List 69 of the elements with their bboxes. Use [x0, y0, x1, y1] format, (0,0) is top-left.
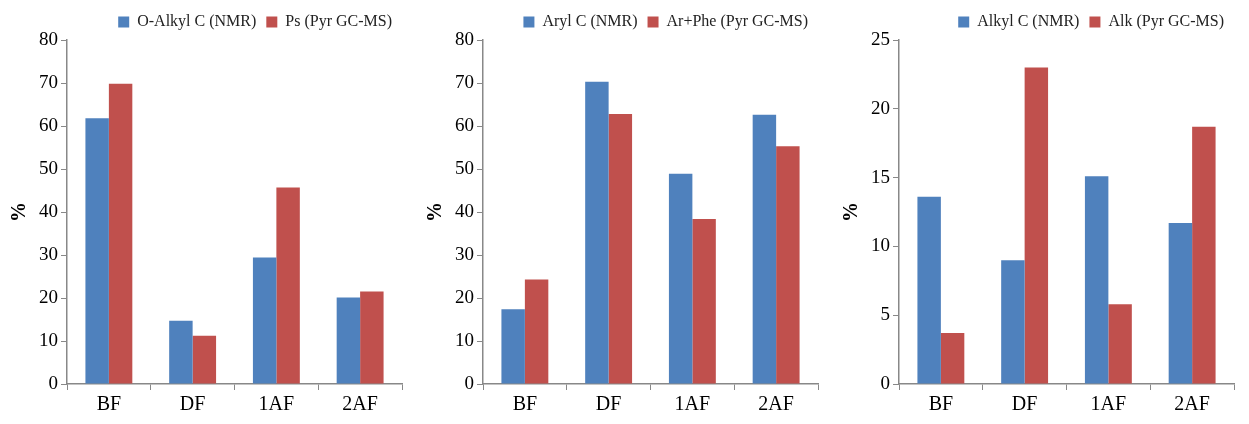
bar [276, 187, 300, 384]
bar [1108, 304, 1132, 384]
y-tick-label: 20 [871, 96, 890, 118]
x-tick-label: 1AF [674, 392, 711, 415]
bar [668, 173, 693, 384]
y-axis-title: % [7, 202, 30, 222]
y-tick-label: 20 [39, 285, 58, 307]
y-tick-label: 40 [455, 199, 474, 221]
y-tick-label: 10 [39, 328, 58, 350]
x-tick-label: 1AF [258, 392, 295, 415]
bar [1001, 260, 1025, 384]
bar [108, 83, 133, 384]
x-tick-label: 1AF [1090, 392, 1127, 415]
bar [917, 196, 941, 384]
y-tick-label: 60 [455, 113, 474, 135]
bar [585, 81, 609, 384]
y-tick-label: 80 [39, 27, 58, 49]
y-tick-label: 70 [39, 70, 58, 92]
bar [1024, 67, 1049, 384]
y-tick-label: 20 [455, 285, 474, 307]
y-tick-label: 10 [455, 328, 474, 350]
x-tick-label: BF [512, 392, 538, 415]
x-tick-label: DF [179, 392, 206, 415]
y-axis-title: % [839, 202, 862, 222]
bar [501, 309, 525, 384]
bar [692, 218, 716, 384]
legend-label: Alk (Pyr GC-MS) [1108, 12, 1224, 31]
legend-label: Aryl C (NMR) [542, 12, 638, 31]
x-tick-label: BF [96, 392, 122, 415]
bar [1168, 223, 1193, 384]
y-tick-label: 30 [455, 242, 474, 264]
y-tick-label: 60 [39, 113, 58, 135]
bar [1192, 126, 1216, 384]
bar [1084, 176, 1109, 384]
bar [608, 113, 633, 384]
x-tick-label: DF [595, 392, 622, 415]
x-tick-label: 2AF [342, 392, 378, 415]
legend-label: Ps (Pyr GC-MS) [285, 12, 392, 31]
bar [360, 291, 384, 384]
legend-label: Alkyl C (NMR) [977, 12, 1080, 31]
y-tick-label: 40 [39, 199, 58, 221]
legend-label: O-Alkyl C (NMR) [137, 12, 257, 31]
bar [252, 257, 277, 384]
y-axis-title: % [423, 202, 446, 222]
bar [524, 279, 549, 384]
bar [336, 297, 361, 384]
bar [940, 333, 965, 384]
y-tick-label: 25 [871, 27, 890, 49]
bar [85, 118, 109, 384]
y-tick-label: 50 [455, 156, 474, 178]
y-tick-label: 50 [39, 156, 58, 178]
y-tick-label: 0 [48, 371, 58, 393]
x-tick-label: 2AF [1174, 392, 1210, 415]
y-tick-label: 0 [464, 371, 474, 393]
y-tick-label: 15 [871, 165, 890, 187]
x-tick-label: 2AF [758, 392, 794, 415]
bar [752, 114, 777, 384]
legend-label: Ar+Phe (Pyr GC-MS) [666, 12, 808, 31]
bar [169, 320, 193, 384]
bar [192, 335, 217, 384]
x-tick-label: DF [1011, 392, 1038, 415]
bar [776, 146, 800, 384]
y-tick-label: 5 [880, 303, 890, 325]
y-tick-label: 0 [880, 371, 890, 393]
x-tick-label: BF [928, 392, 954, 415]
y-tick-label: 80 [455, 27, 474, 49]
y-tick-label: 10 [871, 234, 890, 256]
y-tick-label: 30 [39, 242, 58, 264]
y-tick-label: 70 [455, 70, 474, 92]
